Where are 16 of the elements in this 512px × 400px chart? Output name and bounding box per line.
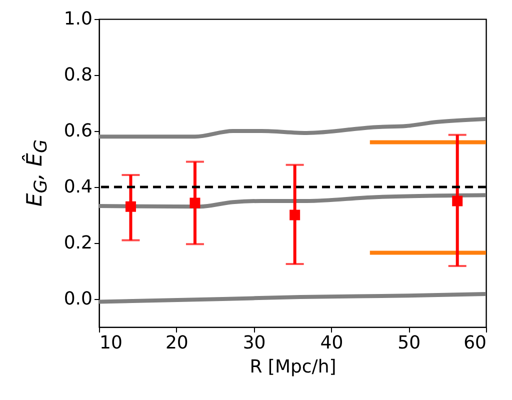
y-tick-label: 0.8 xyxy=(64,64,92,86)
y-tick-label: 0.2 xyxy=(64,232,92,254)
x-tick-label: 40 xyxy=(320,332,344,354)
y-tick-label: 0.0 xyxy=(64,288,92,310)
x-tick-label: 20 xyxy=(165,332,188,354)
y-tick-label: 0.6 xyxy=(64,120,92,142)
x-tick-label: 10 xyxy=(100,332,122,354)
x-tick-label: 50 xyxy=(398,332,421,354)
line-series xyxy=(99,292,486,304)
x-axis-title: R [Mpc/h] xyxy=(250,356,336,378)
line-series xyxy=(99,116,486,139)
line-series xyxy=(99,193,486,209)
x-tick-label: 30 xyxy=(242,332,266,354)
x-tick-label: 60 xyxy=(464,332,486,354)
y-tick-label: 0.4 xyxy=(64,176,92,198)
y-tick-label: 1.0 xyxy=(64,8,92,30)
